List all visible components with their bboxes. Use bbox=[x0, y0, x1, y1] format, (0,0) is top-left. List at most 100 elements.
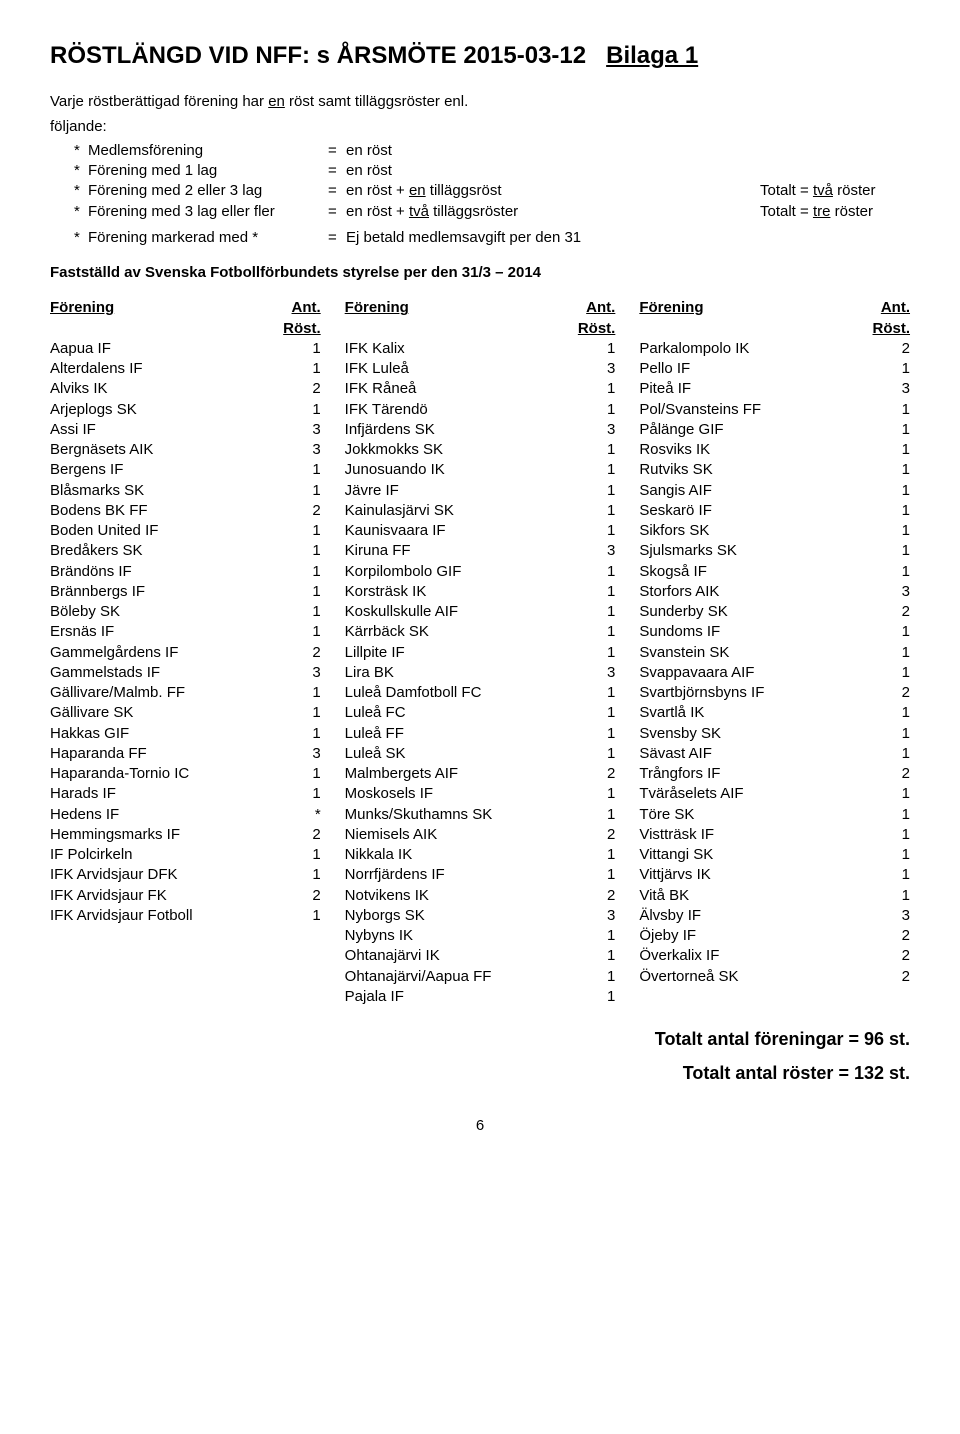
team-row: Boden United IF1 bbox=[50, 521, 321, 541]
team-votes: 3 bbox=[261, 663, 321, 683]
team-row: Infjärdens SK3 bbox=[345, 420, 616, 440]
team-row: Rutviks SK1 bbox=[639, 460, 910, 480]
team-name: Junosuando IK bbox=[345, 460, 556, 480]
team-name: Svartbjörnsbyns IF bbox=[639, 683, 850, 703]
rule-star: * bbox=[74, 161, 88, 181]
team-votes: 1 bbox=[850, 481, 910, 501]
rule-label: Förening med 3 lag eller fler bbox=[88, 202, 328, 222]
head-rost: Ant. Röst. bbox=[261, 298, 321, 339]
team-votes: 2 bbox=[555, 764, 615, 784]
rule-star: * bbox=[74, 228, 88, 248]
rule-row: * Förening med 3 lag eller fler = en rös… bbox=[74, 202, 910, 222]
team-votes: 1 bbox=[261, 784, 321, 804]
team-name: Övertorneå SK bbox=[639, 967, 850, 987]
team-votes: 1 bbox=[850, 845, 910, 865]
team-votes: 1 bbox=[850, 359, 910, 379]
team-votes: 1 bbox=[850, 643, 910, 663]
team-row: Luleå SK1 bbox=[345, 744, 616, 764]
team-votes: 3 bbox=[261, 420, 321, 440]
team-row: Öjeby IF2 bbox=[639, 926, 910, 946]
team-name: Ersnäs IF bbox=[50, 622, 261, 642]
rule-eq: = bbox=[328, 181, 346, 201]
team-votes: 2 bbox=[555, 886, 615, 906]
team-name: Böleby SK bbox=[50, 602, 261, 622]
team-votes: 1 bbox=[555, 703, 615, 723]
team-votes: 2 bbox=[555, 825, 615, 845]
team-row: IFK Arvidsjaur DFK1 bbox=[50, 865, 321, 885]
team-votes: 1 bbox=[850, 460, 910, 480]
team-votes: 3 bbox=[555, 420, 615, 440]
team-name: Nybyns IK bbox=[345, 926, 556, 946]
team-votes: 3 bbox=[850, 379, 910, 399]
team-votes: 1 bbox=[555, 481, 615, 501]
intro-line-2: följande: bbox=[50, 117, 910, 137]
team-name: Harads IF bbox=[50, 784, 261, 804]
team-votes: 1 bbox=[261, 339, 321, 359]
team-name: Trångfors IF bbox=[639, 764, 850, 784]
team-votes: 1 bbox=[555, 987, 615, 1007]
team-votes: 1 bbox=[555, 845, 615, 865]
team-name: Svanstein SK bbox=[639, 643, 850, 663]
team-row: Moskosels IF1 bbox=[345, 784, 616, 804]
team-votes: 1 bbox=[261, 521, 321, 541]
team-row: Harads IF1 bbox=[50, 784, 321, 804]
rule-total bbox=[760, 141, 910, 161]
rule-star: * bbox=[74, 181, 88, 201]
team-votes: 2 bbox=[850, 946, 910, 966]
team-row: Vistträsk IF1 bbox=[639, 825, 910, 845]
team-row: Pajala IF1 bbox=[345, 987, 616, 1007]
team-row: Bergnäsets AIK3 bbox=[50, 440, 321, 460]
team-name: Norrfjärdens IF bbox=[345, 865, 556, 885]
team-name: Luleå Damfotboll FC bbox=[345, 683, 556, 703]
team-row: Övertorneå SK2 bbox=[639, 967, 910, 987]
team-row: Gällivare SK1 bbox=[50, 703, 321, 723]
team-row: Malmbergets AIF2 bbox=[345, 764, 616, 784]
team-name: Boden United IF bbox=[50, 521, 261, 541]
team-name: Parkalompolo IK bbox=[639, 339, 850, 359]
team-row: Kainulasjärvi SK1 bbox=[345, 501, 616, 521]
totals-block: Totalt antal föreningar = 96 st. Totalt … bbox=[50, 1027, 910, 1086]
team-row: Gammelgårdens IF2 bbox=[50, 643, 321, 663]
team-votes: 1 bbox=[850, 541, 910, 561]
team-row: Lillpite IF1 bbox=[345, 643, 616, 663]
title-bilaga: Bilaga 1 bbox=[606, 42, 698, 69]
team-row: Notvikens IK2 bbox=[345, 886, 616, 906]
team-votes: 2 bbox=[850, 967, 910, 987]
team-name: Malmbergets AIF bbox=[345, 764, 556, 784]
team-row: Töre SK1 bbox=[639, 805, 910, 825]
team-name: Kärrbäck SK bbox=[345, 622, 556, 642]
rule-val-pre: en röst + bbox=[346, 182, 409, 199]
team-name: Sävast AIF bbox=[639, 744, 850, 764]
team-votes: 1 bbox=[555, 460, 615, 480]
team-votes: 1 bbox=[261, 582, 321, 602]
team-row: Älvsby IF3 bbox=[639, 906, 910, 926]
faststalld-line: Fastställd av Svenska Fotbollförbundets … bbox=[50, 263, 910, 283]
team-row: Tväråselets AIF1 bbox=[639, 784, 910, 804]
rule-total-u: tre bbox=[813, 203, 831, 220]
team-name: Haparanda-Tornio IC bbox=[50, 764, 261, 784]
team-row: Skogså IF1 bbox=[639, 562, 910, 582]
team-row: Brändöns IF1 bbox=[50, 562, 321, 582]
team-name: Kaunisvaara IF bbox=[345, 521, 556, 541]
team-name: Nikkala IK bbox=[345, 845, 556, 865]
team-votes: 2 bbox=[850, 339, 910, 359]
team-votes: 1 bbox=[555, 926, 615, 946]
team-header: Förening Ant. Röst. bbox=[345, 298, 616, 339]
team-row: IFK Kalix1 bbox=[345, 339, 616, 359]
team-votes: 1 bbox=[261, 541, 321, 561]
team-name: Kainulasjärvi SK bbox=[345, 501, 556, 521]
total-roster: Totalt antal röster = 132 st. bbox=[50, 1061, 910, 1085]
team-row: Sangis AIF1 bbox=[639, 481, 910, 501]
team-row: Hedens IF* bbox=[50, 805, 321, 825]
team-row: Ohtanajärvi IK1 bbox=[345, 946, 616, 966]
team-row: Piteå IF3 bbox=[639, 379, 910, 399]
team-votes: 3 bbox=[555, 663, 615, 683]
team-row: Junosuando IK1 bbox=[345, 460, 616, 480]
rule-row-marked: * Förening markerad med * = Ej betald me… bbox=[74, 228, 910, 248]
team-row: Ohtanajärvi/Aapua FF1 bbox=[345, 967, 616, 987]
team-name: Jävre IF bbox=[345, 481, 556, 501]
team-votes: 1 bbox=[850, 744, 910, 764]
team-votes: 1 bbox=[850, 805, 910, 825]
team-votes: 1 bbox=[850, 521, 910, 541]
team-votes: 1 bbox=[261, 865, 321, 885]
